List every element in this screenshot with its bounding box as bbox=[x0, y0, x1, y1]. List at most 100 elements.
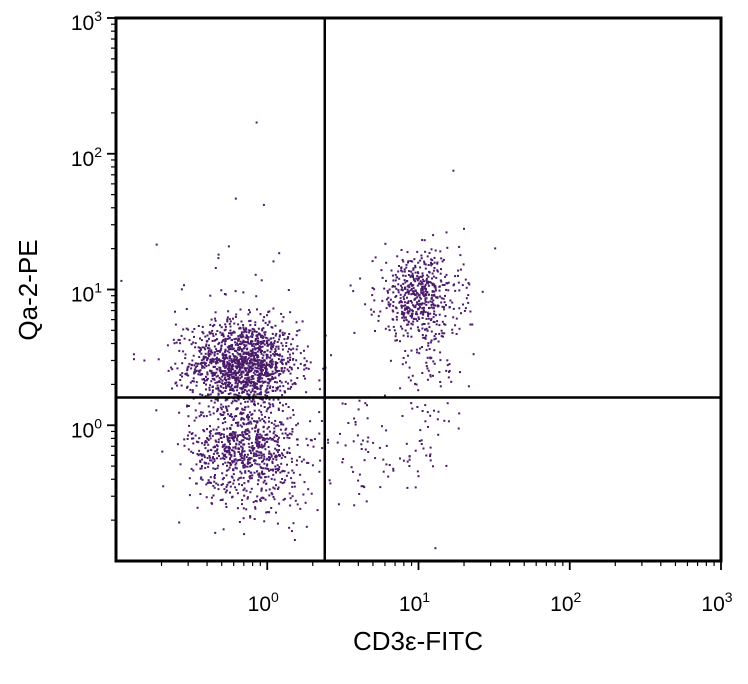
event-point bbox=[260, 336, 263, 339]
event-point bbox=[242, 417, 245, 420]
event-point bbox=[244, 357, 247, 360]
event-point bbox=[249, 516, 252, 519]
event-point bbox=[387, 301, 390, 304]
event-point bbox=[203, 346, 206, 349]
event-point bbox=[221, 478, 224, 481]
event-point bbox=[256, 361, 259, 364]
event-point bbox=[216, 360, 218, 362]
event-point bbox=[285, 403, 288, 406]
event-point bbox=[280, 423, 283, 426]
event-point bbox=[427, 369, 430, 372]
event-point bbox=[239, 424, 242, 427]
event-point bbox=[224, 379, 227, 382]
event-point bbox=[226, 427, 229, 430]
event-point bbox=[234, 486, 237, 489]
event-point bbox=[286, 434, 289, 436]
event-point bbox=[231, 353, 234, 356]
event-point bbox=[429, 300, 432, 303]
event-point bbox=[267, 468, 270, 471]
event-point bbox=[424, 337, 427, 340]
event-point bbox=[244, 358, 247, 361]
event-point bbox=[395, 287, 398, 290]
event-point bbox=[231, 360, 234, 362]
event-point bbox=[280, 462, 283, 465]
event-point bbox=[255, 438, 257, 441]
event-point bbox=[256, 382, 259, 385]
event-point bbox=[291, 495, 294, 498]
event-point bbox=[209, 294, 212, 297]
event-point bbox=[291, 430, 294, 433]
event-point bbox=[238, 346, 241, 349]
event-point bbox=[246, 358, 249, 361]
event-point bbox=[246, 415, 249, 417]
event-point bbox=[212, 412, 215, 415]
event-point bbox=[250, 342, 253, 345]
event-point bbox=[371, 287, 374, 289]
event-point bbox=[207, 353, 210, 356]
event-point bbox=[420, 292, 423, 295]
event-point bbox=[228, 434, 231, 437]
event-point bbox=[281, 432, 284, 435]
event-point bbox=[217, 253, 220, 256]
event-point bbox=[265, 369, 268, 371]
event-point bbox=[258, 475, 261, 478]
event-point bbox=[268, 494, 271, 497]
event-point bbox=[303, 357, 306, 360]
event-point bbox=[199, 347, 202, 349]
event-point bbox=[388, 305, 391, 308]
event-point bbox=[184, 357, 187, 360]
event-point bbox=[217, 359, 220, 362]
event-point bbox=[253, 358, 256, 361]
event-point bbox=[180, 384, 183, 387]
event-point bbox=[426, 280, 429, 283]
event-point bbox=[251, 348, 254, 351]
event-point bbox=[229, 392, 232, 395]
event-point bbox=[215, 482, 218, 485]
event-point bbox=[425, 327, 428, 330]
event-point bbox=[472, 353, 475, 356]
event-point bbox=[197, 441, 200, 444]
event-point bbox=[397, 270, 400, 273]
event-point bbox=[207, 393, 210, 396]
event-point bbox=[256, 308, 258, 311]
event-point bbox=[235, 313, 238, 316]
event-point bbox=[260, 488, 263, 491]
event-point bbox=[229, 347, 232, 350]
event-point bbox=[312, 445, 315, 448]
event-point bbox=[282, 333, 285, 336]
event-point bbox=[280, 457, 283, 460]
event-point bbox=[229, 491, 231, 494]
event-point bbox=[257, 402, 260, 405]
event-point bbox=[412, 320, 415, 323]
event-point bbox=[280, 370, 283, 372]
event-point bbox=[423, 262, 426, 265]
event-point bbox=[427, 317, 430, 320]
event-point bbox=[199, 337, 201, 340]
event-point bbox=[294, 383, 297, 385]
event-point bbox=[231, 363, 234, 366]
event-point bbox=[358, 473, 361, 476]
event-point bbox=[372, 441, 375, 444]
event-point bbox=[433, 321, 436, 323]
event-point bbox=[277, 358, 280, 361]
event-point bbox=[405, 266, 408, 269]
event-point bbox=[258, 472, 261, 475]
event-point bbox=[233, 440, 236, 442]
event-point bbox=[406, 280, 409, 283]
event-point bbox=[246, 383, 249, 386]
event-point bbox=[252, 382, 255, 385]
event-point bbox=[210, 502, 213, 505]
event-point bbox=[211, 360, 214, 362]
event-point bbox=[245, 372, 248, 375]
event-point bbox=[282, 423, 285, 426]
event-point bbox=[321, 447, 324, 450]
event-point bbox=[206, 457, 209, 459]
event-point bbox=[200, 476, 203, 479]
event-point bbox=[220, 289, 223, 292]
event-point bbox=[444, 294, 446, 297]
event-point bbox=[259, 369, 262, 372]
event-point bbox=[228, 439, 231, 442]
event-point bbox=[279, 401, 281, 404]
event-point bbox=[221, 352, 224, 355]
event-point bbox=[372, 310, 375, 313]
